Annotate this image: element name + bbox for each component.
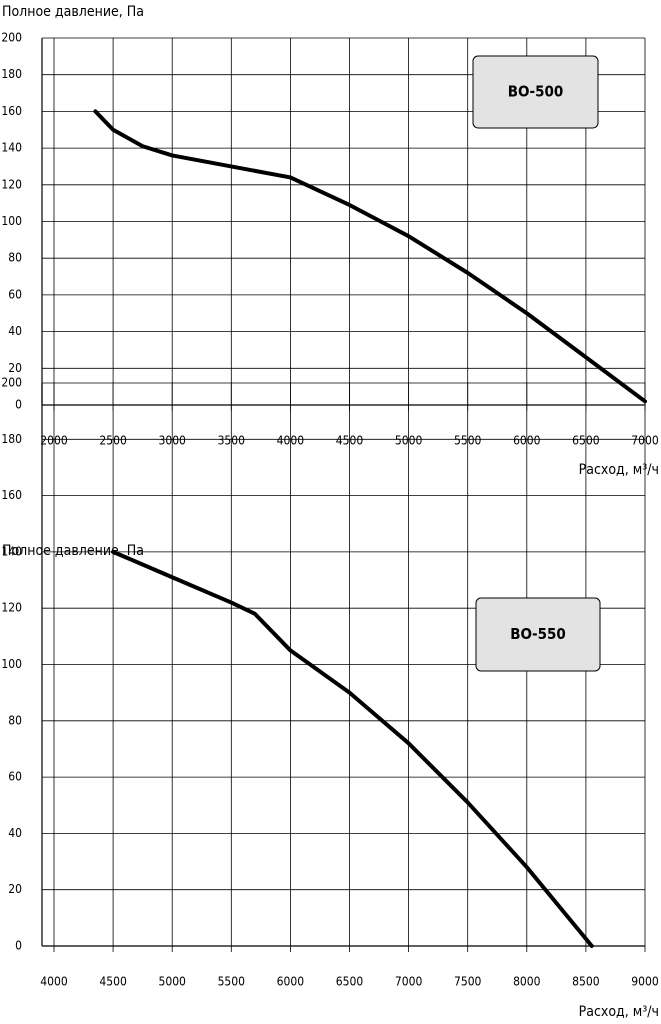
y-tick-label: 180 <box>1 432 22 446</box>
x-tick-label: 8000 <box>513 975 541 989</box>
y-tick-label: 60 <box>8 287 22 301</box>
y-tick-label: 200 <box>1 376 22 390</box>
x-tick-label: 6500 <box>336 975 364 989</box>
x-tick-label: 8500 <box>572 975 600 989</box>
annotation: ВО-550 <box>510 625 566 643</box>
x-tick-label: 4000 <box>40 975 68 989</box>
label-box <box>472 55 599 129</box>
x-tick-label: 7500 <box>454 975 482 989</box>
x-axis-label: Расход, м³/ч <box>579 1004 659 1020</box>
x-tick-label: 4500 <box>99 975 127 989</box>
x-tick-label: 6000 <box>277 975 305 989</box>
y-tick-label: 80 <box>8 713 22 727</box>
y-tick-label: 0 <box>15 398 22 412</box>
y-tick-label: 60 <box>8 770 22 784</box>
y-tick-label: 140 <box>1 544 22 558</box>
y-axis-label: Полное давление, Па <box>2 4 144 20</box>
y-tick-label: 20 <box>8 882 22 896</box>
y-tick-label: 180 <box>1 67 22 81</box>
annotation: ВО-500 <box>508 83 564 101</box>
y-tick-label: 20 <box>8 361 22 375</box>
x-tick-label: 9000 <box>631 975 659 989</box>
y-tick-label: 80 <box>8 251 22 265</box>
curve <box>93 109 647 404</box>
y-tick-label: 40 <box>8 826 22 840</box>
y-tick-label: 200 <box>1 31 22 45</box>
y-tick-label: 100 <box>1 657 22 671</box>
label-box <box>475 597 601 672</box>
curve <box>111 549 594 948</box>
y-axis-label: Полное давление, Па <box>2 543 144 559</box>
x-tick-label: 5000 <box>158 975 186 989</box>
y-tick-label: 120 <box>1 601 22 615</box>
y-tick-label: 120 <box>1 177 22 191</box>
y-tick-label: 160 <box>1 488 22 502</box>
y-tick-label: 160 <box>1 104 22 118</box>
y-tick-label: 0 <box>15 939 22 953</box>
x-tick-label: 7000 <box>395 975 423 989</box>
y-tick-label: 140 <box>1 141 22 155</box>
x-axis-label: Расход, м³/ч <box>579 462 659 478</box>
x-tick-label: 5500 <box>218 975 246 989</box>
y-tick-label: 100 <box>1 214 22 228</box>
y-tick-label: 40 <box>8 324 22 338</box>
